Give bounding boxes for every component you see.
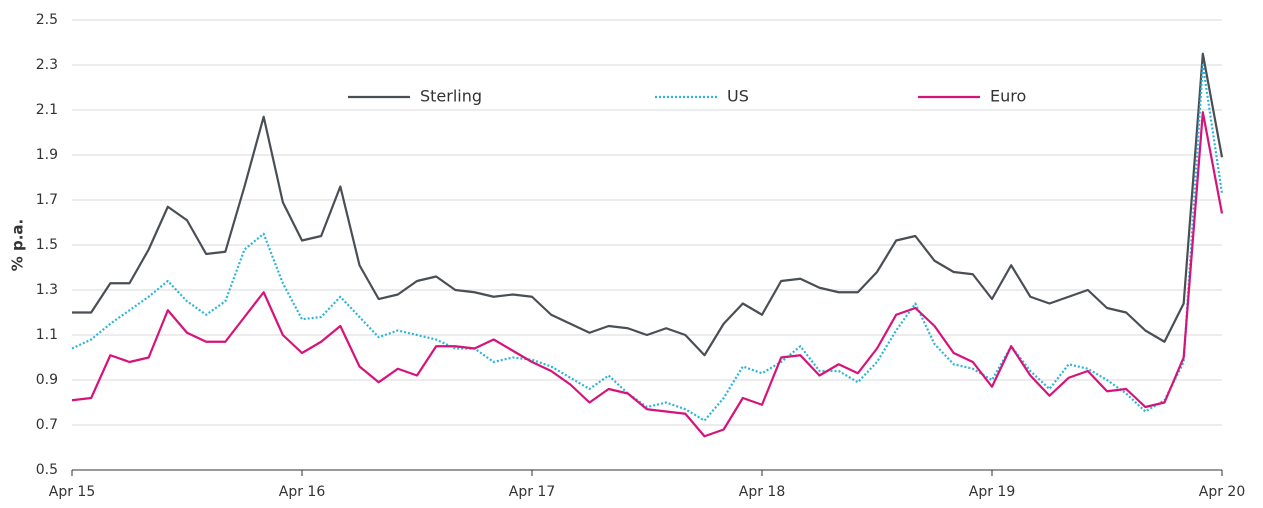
y-tick-label: 1.1 xyxy=(36,327,58,343)
y-tick-label: 2.1 xyxy=(36,102,58,118)
y-tick-label: 0.9 xyxy=(36,372,58,388)
x-tick-label: Apr 19 xyxy=(969,484,1015,500)
x-tick-label: Apr 18 xyxy=(739,484,785,500)
y-tick-label: 2.5 xyxy=(36,12,58,28)
y-tick-label: 1.9 xyxy=(36,147,58,163)
series-line xyxy=(71,63,1224,422)
x-tick-label: Apr 17 xyxy=(509,484,555,500)
legend-label: Sterling xyxy=(420,87,482,106)
y-tick-label: 1.7 xyxy=(36,192,58,208)
y-tick-label: 1.3 xyxy=(36,282,58,298)
x-tick-label: Apr 16 xyxy=(279,484,326,500)
series-line xyxy=(72,52,1224,357)
x-tick-label: Apr 15 xyxy=(49,484,95,500)
series-line xyxy=(71,111,1224,438)
y-tick-label: 2.3 xyxy=(36,57,58,73)
y-tick-label: 0.7 xyxy=(36,417,58,433)
legend-label: Euro xyxy=(990,87,1026,106)
y-tick-label: 1.5 xyxy=(36,237,58,253)
x-tick-label: Apr 20 xyxy=(1199,484,1245,500)
y-axis-label: % p.a. xyxy=(9,219,27,272)
legend-label: US xyxy=(727,87,749,106)
y-tick-label: 0.5 xyxy=(36,462,58,478)
